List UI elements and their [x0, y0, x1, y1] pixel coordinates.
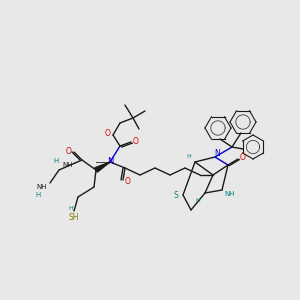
Text: O: O	[240, 154, 246, 163]
Text: H: H	[35, 192, 40, 198]
Text: H: H	[53, 158, 58, 164]
Polygon shape	[95, 162, 110, 172]
Text: O: O	[66, 146, 72, 155]
Text: NH: NH	[63, 162, 73, 168]
Text: S: S	[174, 191, 178, 200]
Text: O: O	[105, 130, 111, 139]
Text: O: O	[125, 176, 131, 185]
Text: O: O	[133, 136, 139, 146]
Text: H: H	[196, 197, 200, 202]
Text: NH: NH	[37, 184, 47, 190]
Text: H: H	[187, 154, 191, 160]
Text: SH: SH	[69, 212, 79, 221]
Text: H: H	[69, 206, 74, 211]
Text: N: N	[214, 148, 220, 158]
Text: NH: NH	[225, 191, 235, 197]
Text: N: N	[107, 158, 113, 166]
